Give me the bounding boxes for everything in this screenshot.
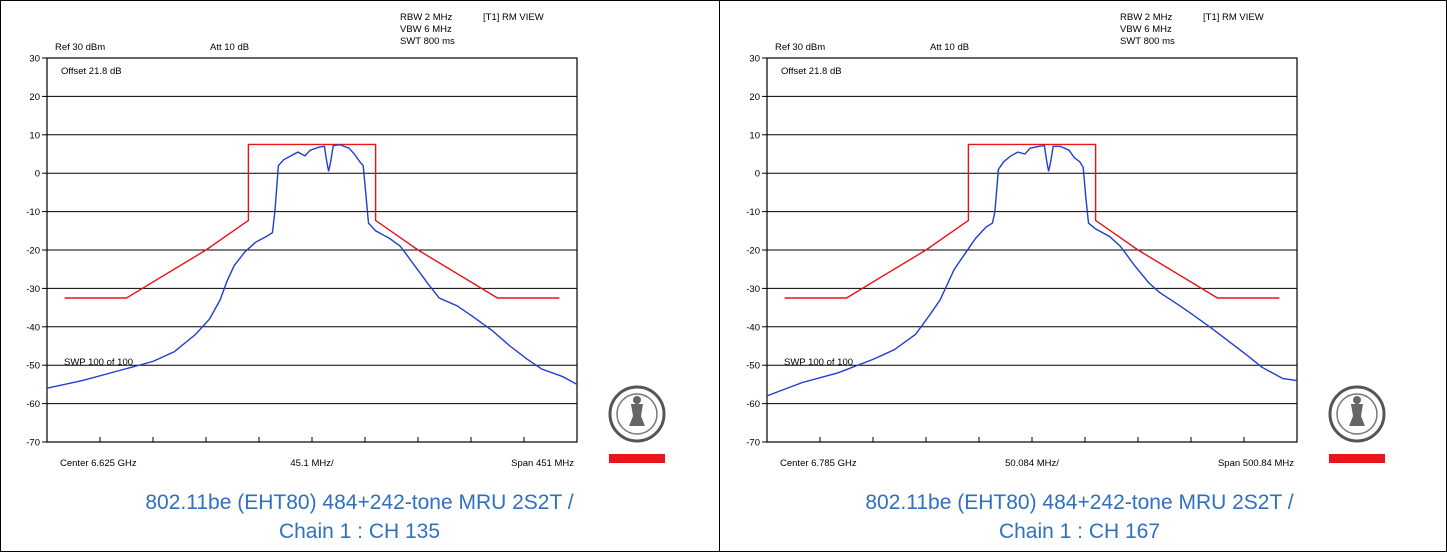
y-tick-label: -20 bbox=[26, 246, 40, 257]
y-tick-label: 20 bbox=[29, 92, 40, 103]
bureau-veritas-logo bbox=[1325, 382, 1389, 467]
chart-caption-ch135: 802.11be (EHT80) 484+242-tone MRU 2S2T /… bbox=[0, 488, 719, 546]
caption-line-1: 802.11be (EHT80) 484+242-tone MRU 2S2T / bbox=[865, 491, 1294, 514]
swt-label: SWT 800 ms bbox=[1120, 36, 1175, 47]
y-tick-label: -60 bbox=[746, 399, 760, 410]
y-tick-label: -50 bbox=[746, 361, 760, 372]
y-tick-label: -60 bbox=[26, 399, 40, 410]
offset-label: Offset 21.8 dB bbox=[61, 66, 122, 77]
spectrum-panel-ch167: RBW 2 MHz VBW 6 MHz SWT 800 ms [T1] RM VIEW… bbox=[720, 0, 1439, 552]
y-tick-label: 10 bbox=[29, 130, 40, 141]
measured-spectrum-trace bbox=[767, 144, 1297, 397]
caption-line-1: 802.11be (EHT80) 484+242-tone MRU 2S2T / bbox=[145, 491, 574, 514]
y-tick-label: 30 bbox=[29, 54, 40, 65]
y-tick-label: 30 bbox=[749, 54, 760, 65]
span-label: Span 451 MHz bbox=[511, 458, 574, 469]
y-tick-label: 0 bbox=[755, 169, 760, 180]
y-tick-label: -10 bbox=[746, 207, 760, 218]
attenuation-label: Att 10 dB bbox=[930, 42, 969, 53]
vbw-label: VBW 6 MHz bbox=[1120, 24, 1172, 35]
bureau-veritas-logo bbox=[605, 382, 669, 467]
y-tick-label: 0 bbox=[35, 169, 40, 180]
y-tick-label: -70 bbox=[26, 438, 40, 449]
swt-label: SWT 800 ms bbox=[400, 36, 455, 47]
rbw-label: RBW 2 MHz bbox=[400, 12, 453, 23]
y-tick-label: -40 bbox=[26, 322, 40, 333]
ref-level-label: Ref 30 dBm bbox=[775, 42, 825, 53]
div-scale-label: 50.084 MHz/ bbox=[1005, 458, 1059, 469]
y-tick-label: -30 bbox=[26, 284, 40, 295]
spectrum-panel-ch135: RBW 2 MHz VBW 6 MHz SWT 800 ms [T1] RM VIEW… bbox=[0, 0, 719, 552]
y-tick-label: -10 bbox=[26, 207, 40, 218]
spectral-mask-line bbox=[64, 143, 560, 299]
y-tick-label: -70 bbox=[746, 438, 760, 449]
y-tick-label: -30 bbox=[746, 284, 760, 295]
y-tick-label: -40 bbox=[746, 322, 760, 333]
y-tick-label: -20 bbox=[746, 246, 760, 257]
span-label: Span 500.84 MHz bbox=[1218, 458, 1294, 469]
trace-mode-label: [T1] RM VIEW bbox=[483, 12, 544, 23]
chart-caption-ch167: 802.11be (EHT80) 484+242-tone MRU 2S2T /… bbox=[720, 488, 1439, 546]
vbw-label: VBW 6 MHz bbox=[400, 24, 452, 35]
y-tick-label: 20 bbox=[749, 92, 760, 103]
panel-divider bbox=[719, 0, 720, 552]
y-tick-label: -50 bbox=[26, 361, 40, 372]
trace-mode-label: [T1] RM VIEW bbox=[1203, 12, 1264, 23]
y-tick-label: 10 bbox=[749, 130, 760, 141]
center-frequency-label: Center 6.625 GHz bbox=[60, 458, 137, 469]
spectral-mask-line bbox=[784, 143, 1280, 299]
measured-spectrum-trace bbox=[47, 144, 577, 389]
center-frequency-label: Center 6.785 GHz bbox=[780, 458, 857, 469]
ref-level-label: Ref 30 dBm bbox=[55, 42, 105, 53]
caption-line-2: Chain 1 : CH 167 bbox=[998, 520, 1161, 543]
caption-line-2: Chain 1 : CH 135 bbox=[278, 520, 441, 543]
sweep-count-label: SWP 100 of 100 bbox=[64, 357, 133, 368]
offset-label: Offset 21.8 dB bbox=[781, 66, 842, 77]
div-scale-label: 45.1 MHz/ bbox=[290, 458, 334, 469]
rbw-label: RBW 2 MHz bbox=[1120, 12, 1173, 23]
attenuation-label: Att 10 dB bbox=[210, 42, 249, 53]
sweep-count-label: SWP 100 of 100 bbox=[784, 357, 853, 368]
